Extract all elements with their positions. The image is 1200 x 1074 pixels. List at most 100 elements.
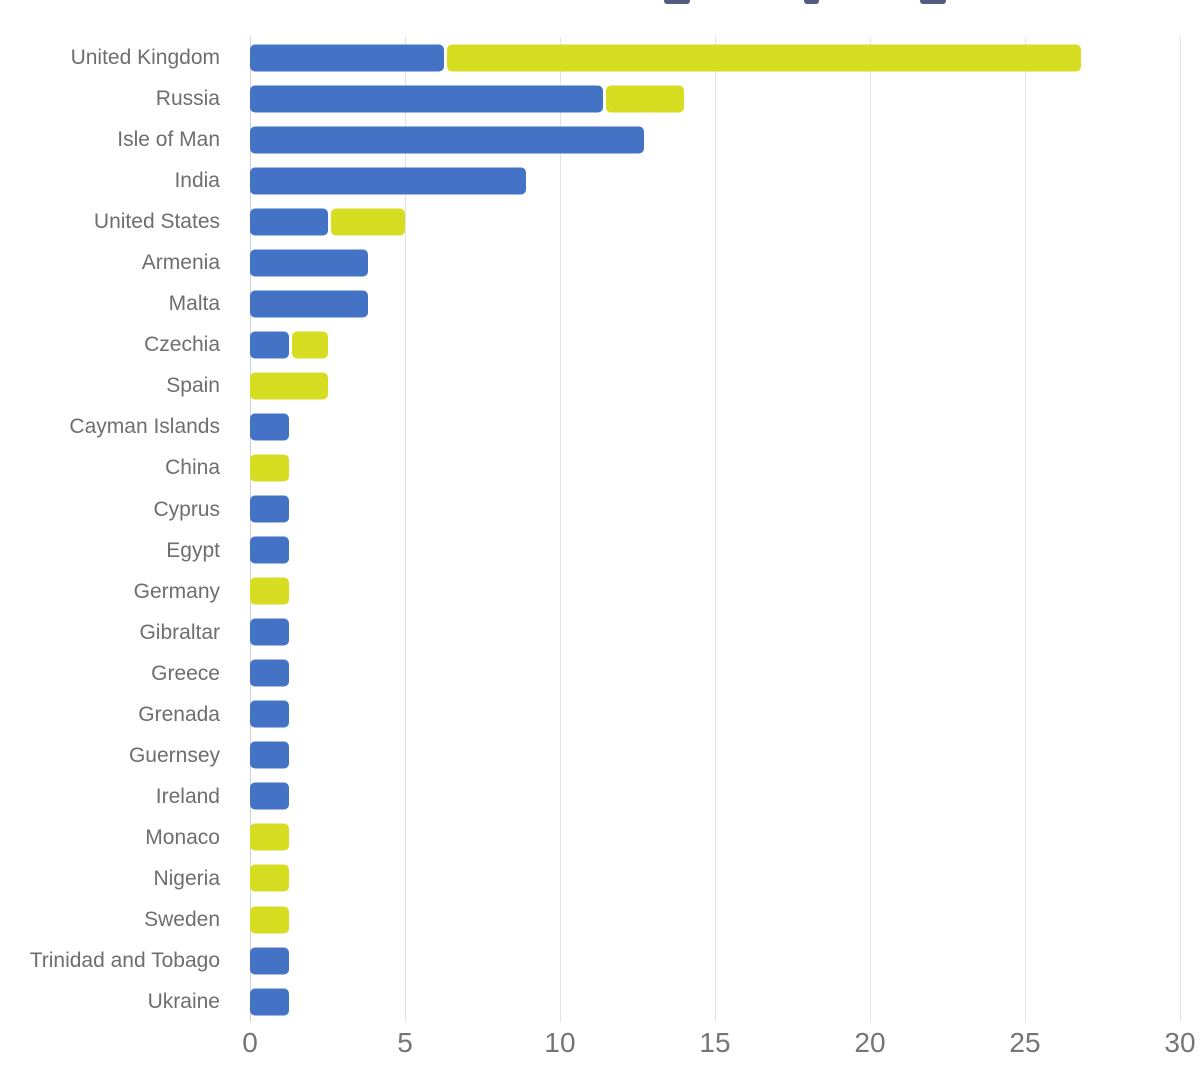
y-axis-label: Greece [151,661,220,685]
y-axis-label: Ireland [155,784,220,808]
bar-segment-blue[interactable] [250,495,289,523]
bar-track [250,489,1200,530]
chart-row: Monaco [0,817,1200,858]
bar-track [250,242,1200,283]
gridline [559,37,561,1022]
chart-row: Isle of Man [0,119,1200,160]
bar-track [250,776,1200,817]
bar-track [250,37,1200,78]
gridline [1024,37,1026,1022]
bar-segment-blue[interactable] [250,290,368,318]
bar-segment-blue[interactable] [250,44,444,72]
y-axis-label: Guernsey [128,743,220,767]
bar-segment-yellow[interactable] [250,454,289,482]
chart-row: Russia [0,78,1200,119]
bar-segment-blue[interactable] [250,249,368,277]
bar-segment-blue[interactable] [250,741,289,769]
bar-segment-yellow[interactable] [250,823,289,851]
bar-track [250,735,1200,776]
bar-segment-blue[interactable] [250,85,604,113]
y-axis-label: Isle of Man [117,128,220,152]
bar-segment-blue[interactable] [250,618,289,646]
bar-segment-yellow[interactable] [250,906,289,933]
chart-row: Egypt [0,530,1200,571]
y-axis-label: Gibraltar [139,620,220,644]
chart-row: Malta [0,283,1200,324]
y-axis-label: Cayman Islands [69,415,220,439]
y-axis-label: Cyprus [153,497,220,521]
bar-track [250,283,1200,324]
bar-segment-blue[interactable] [250,700,289,728]
bar-segment-blue[interactable] [250,659,289,687]
gridline [404,37,406,1022]
bar-segment-blue[interactable] [250,331,289,359]
bar-track [250,694,1200,735]
chart-row: Czechia [0,324,1200,365]
bar-segment-yellow[interactable] [291,331,328,359]
bar-track [250,571,1200,612]
bar-segment-blue[interactable] [250,126,644,154]
chart-row: China [0,447,1200,488]
x-axis-tick-label: 30 [1164,1027,1196,1058]
bar-track [250,817,1200,858]
bar-segment-blue[interactable] [250,988,289,1016]
chart-row: Cyprus [0,489,1200,530]
bar-track [250,612,1200,653]
chart-row: United Kingdom [0,37,1200,78]
y-axis-label: India [174,169,220,193]
y-axis-label: Sweden [144,908,220,931]
bar-track [250,324,1200,365]
chart-row: Guernsey [0,735,1200,776]
y-axis-label: China [165,456,220,480]
bar-segment-blue[interactable] [250,208,328,236]
chart-row: Grenada [0,694,1200,735]
bar-segment-yellow[interactable] [606,85,684,113]
chart-row: Spain [0,365,1200,406]
bar-track [250,981,1200,1022]
x-axis-tick-label: 25 [1009,1027,1041,1058]
plot-area [249,37,1181,1022]
bar-segment-blue[interactable] [250,782,289,810]
bar-segment-blue[interactable] [250,536,289,564]
y-axis-label: Czechia [144,333,220,357]
bar-segment-yellow[interactable] [250,864,289,892]
y-axis-label: Malta [168,292,220,316]
y-axis-label: Ukraine [147,990,220,1014]
bar-track [250,858,1200,899]
gridline [714,37,716,1022]
title-descender-mark [804,0,819,4]
bar-track [250,365,1200,406]
chart-row: Ukraine [0,981,1200,1022]
y-axis-label: United Kingdom [70,46,220,70]
bar-segment-blue[interactable] [250,947,289,975]
x-axis-tick-label: 0 [242,1027,258,1058]
y-axis-label: Armenia [141,251,220,275]
chart-row: Armenia [0,242,1200,283]
bar-track [250,201,1200,242]
y-axis-label: Trinidad and Tobago [29,949,220,973]
bar-track [250,119,1200,160]
bar-segment-yellow[interactable] [250,372,328,400]
bar-track [250,78,1200,119]
bar-track [250,940,1200,981]
y-axis-label: Grenada [138,702,220,726]
x-axis-tick-label: 10 [544,1027,576,1058]
bar-segment-blue[interactable] [250,167,526,195]
chart-row: Cayman Islands [0,406,1200,447]
bar-segment-blue[interactable] [250,413,289,441]
chart-row: Nigeria [0,858,1200,899]
chart-row: Germany [0,571,1200,612]
y-axis-label: Spain [166,374,220,398]
bar-track [250,160,1200,201]
bar-segment-yellow[interactable] [446,44,1081,72]
y-axis-label: United States [93,210,220,234]
chart-row: Greece [0,653,1200,694]
zero-axis-line [249,37,251,1022]
bar-segment-yellow[interactable] [250,577,289,605]
y-axis-label: Germany [133,579,220,603]
chart-row: United States [0,201,1200,242]
x-axis-tick-label: 20 [854,1027,886,1058]
bar-segment-yellow[interactable] [330,208,405,236]
y-axis-label: Nigeria [153,866,220,890]
